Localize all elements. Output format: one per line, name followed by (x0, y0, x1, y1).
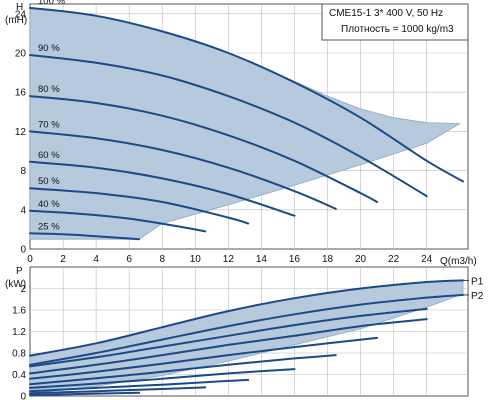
power-curve-line (29, 293, 464, 366)
fluid-density-info: Плотность = 1000 kg/m3 (341, 24, 454, 35)
head-curve-panel: 0 4 8 12 16 20 24 100 % 90 % 80 % 70 % 60 % 50 % 40 … (5, 0, 469, 256)
power-axis-label-symbol: P (16, 266, 23, 277)
power-curve-line (29, 318, 428, 375)
head-curve-line (29, 130, 337, 210)
flow-tick-label: 4 (93, 254, 99, 265)
speed-percentage-labels: 100 % 90 % 80 % 70 % 60 % 50 % 40 % 25 % (38, 0, 65, 232)
power-axis-label-unit: (kW) (5, 279, 26, 290)
power-y-tick-labels: 0 0.4 0.8 1.2 1.6 2 (12, 284, 26, 400)
flow-tick-label: 8 (159, 254, 165, 265)
power-tick-label: 0 (20, 392, 26, 400)
head-tick-label: 16 (15, 88, 27, 99)
head-axis-label-symbol: H (16, 2, 23, 13)
power-tick-label: 1.2 (12, 327, 26, 338)
head-axis-label-unit: (mH) (5, 15, 27, 26)
power-tick-label: 1.6 (12, 306, 26, 317)
flow-x-tick-labels: 0 2 4 6 8 10 12 14 16 18 20 22 24 (27, 254, 432, 265)
flow-tick-label: 22 (388, 254, 400, 265)
power-curve-line (29, 391, 141, 396)
flow-tick-label: 0 (27, 254, 33, 265)
head-curve-line (29, 187, 250, 225)
head-curve-line (29, 232, 141, 241)
flow-tick-label: 20 (355, 254, 367, 265)
head-y-tick-labels: 0 4 8 12 16 20 24 (15, 9, 27, 255)
power-curve-line (29, 307, 428, 368)
flow-tick-label: 14 (256, 254, 268, 265)
speed-percentage-label: 80 % (38, 84, 60, 95)
flow-tick-label: 2 (60, 254, 66, 265)
power-tick-label: 0.4 (12, 370, 26, 381)
flow-tick-label: 24 (421, 254, 433, 265)
speed-percentage-label: 40 % (38, 199, 60, 210)
power-curve-line (29, 354, 337, 386)
flow-tick-label: 16 (289, 254, 301, 265)
head-curves (29, 6, 464, 241)
head-tick-label: 24 (15, 9, 27, 20)
head-tick-label: 0 (20, 245, 26, 256)
flow-tick-label: 10 (190, 254, 202, 265)
speed-percentage-label: 25 % (38, 221, 60, 232)
flow-tick-label: 12 (223, 254, 235, 265)
power-curve-line (29, 386, 207, 395)
head-curve-line (29, 54, 428, 198)
info-box-frame (321, 3, 469, 41)
power-series-label: P1 (471, 276, 484, 287)
head-tick-label: 4 (20, 205, 26, 216)
power-series-label: P2 (471, 291, 484, 302)
head-curve-line (29, 209, 207, 233)
speed-percentage-label: 60 % (38, 150, 60, 161)
power-tick-label: 0.8 (12, 349, 26, 360)
head-curve-line (29, 6, 464, 183)
power-tick-label: 2 (20, 284, 26, 295)
speed-percentage-label: 50 % (38, 176, 60, 187)
head-tick-label: 8 (20, 166, 26, 177)
flow-tick-label: 6 (126, 254, 132, 265)
speed-percentage-label: 100 % (38, 0, 65, 7)
power-curve-line (29, 336, 379, 380)
power-curve-line (29, 378, 250, 393)
speed-percentage-label: 70 % (38, 119, 60, 130)
flow-axis-label: Q(m3/h) (440, 256, 477, 267)
power-curve-line (29, 279, 464, 357)
head-curve-line (29, 160, 296, 217)
chart-info-box: CME15-1 3* 400 V, 50 Hz Плотность = 1000… (321, 3, 469, 41)
pump-model-info: CME15-1 3* 400 V, 50 Hz (329, 8, 443, 19)
speed-percentage-label: 90 % (38, 43, 60, 54)
power-curve-line (29, 368, 296, 389)
head-tick-label: 20 (15, 49, 27, 60)
head-curve-line (29, 95, 379, 203)
flow-tick-label: 18 (322, 254, 334, 265)
head-tick-label: 12 (15, 127, 27, 138)
power-curves (29, 279, 464, 396)
